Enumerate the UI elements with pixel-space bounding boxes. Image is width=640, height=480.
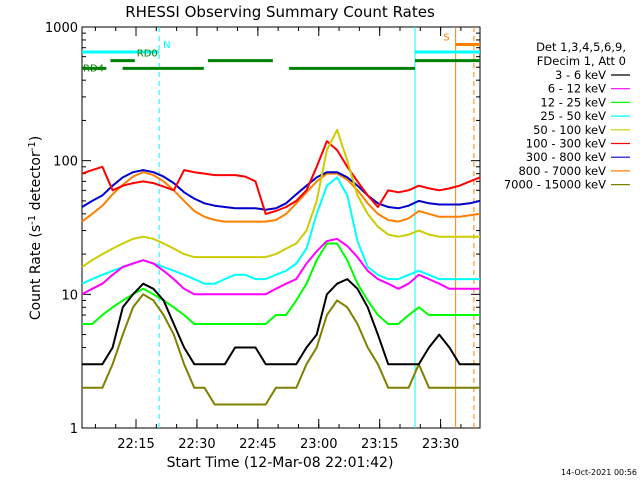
footer-timestamp: 14-Oct-2021 00:56 [561,468,637,477]
plot-area: 1 10 100 1000 22:15 22:30 22:45 23:00 23:15 23:30… [45,21,481,452]
x-tick-label: 22:15 [117,437,154,452]
legend-entry-label: 7000 - 15000 keV [504,178,606,192]
y-tick-label: 1 [70,422,78,437]
x-tick-label: 23:30 [422,437,459,452]
plot-frame [81,26,481,429]
legend-entry-label: 300 - 800 keV [526,150,606,164]
series-line [82,278,480,366]
state-bar-label: RD0 [137,49,158,60]
y-tick-label: 100 [53,155,78,170]
state-bar-label: RD4 [83,63,104,74]
y-tick-label: 1000 [45,21,78,36]
legend-header-line2: FDecim 1, Att 0 [537,54,626,68]
legend-entry-label: 50 - 100 keV [533,123,606,137]
state-bar-label: N [163,40,170,51]
legend-entry-label: 6 - 12 keV [548,82,606,96]
series-line [81,128,480,268]
y-axis-title: Count Rate (s-1 detector-1) [27,136,44,320]
legend-entry-label: 25 - 50 keV [540,109,606,123]
legend-header-line1: Det 1,3,4,5,6,9, [536,40,626,54]
series-line [81,237,480,296]
x-axis-title: Start Time (12-Mar-08 22:01:42) [167,455,394,471]
series-line [81,140,481,215]
y-tick-label: 10 [61,288,78,303]
series-line [82,293,480,406]
legend-entry-label: 12 - 25 keV [540,95,606,109]
x-tick-label: 23:00 [300,437,337,452]
chart-title: RHESSI Observing Summary Count Rates [125,3,435,21]
x-tick-label: 22:30 [178,437,215,452]
series-line [82,242,480,325]
legend-entry-label: 800 - 7000 keV [518,164,606,178]
state-bar-label: S [443,32,449,43]
legend-entry-label: 3 - 6 keV [555,68,606,82]
series-line [81,169,481,211]
legend-entry-label: 100 - 300 keV [526,137,606,151]
series-line [81,171,481,223]
x-tick-label: 23:15 [361,437,398,452]
legend: Det 1,3,4,5,6,9, FDecim 1, Att 0 3 - 6 k… [504,40,630,192]
x-tick-label: 22:45 [239,437,276,452]
